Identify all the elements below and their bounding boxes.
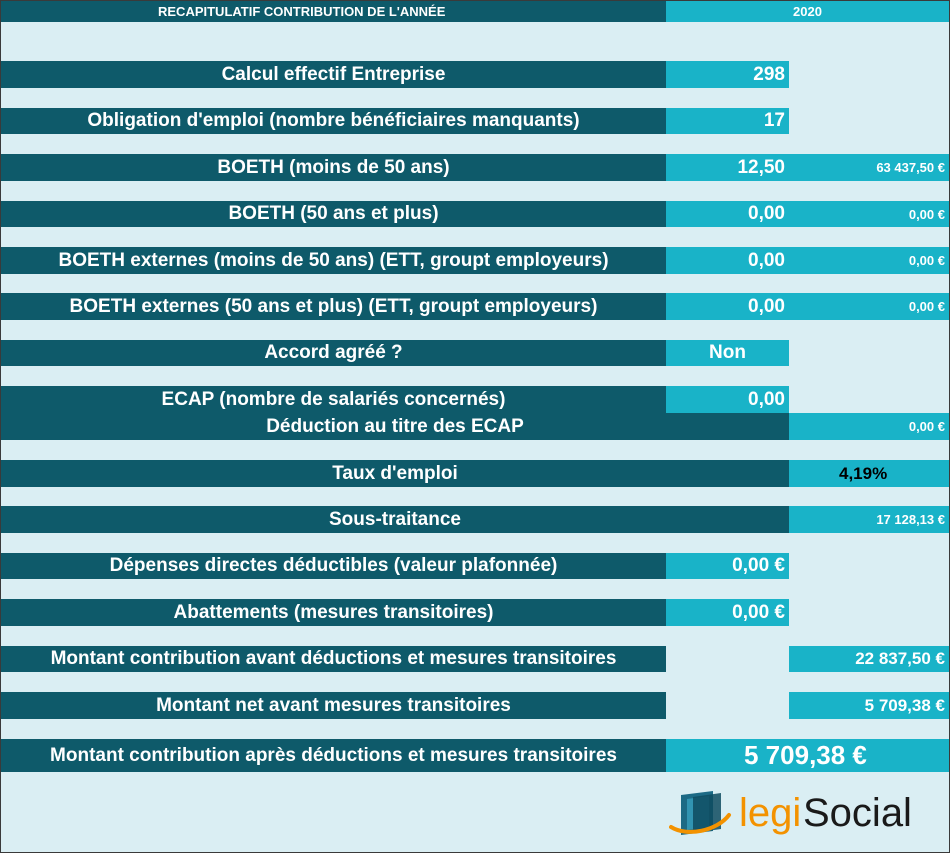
row-label-taux-emploi: Taux d'emploi (1, 460, 789, 487)
row-label-boeth-ext-50-plus: BOETH externes (50 ans et plus) (ETT, gr… (1, 293, 666, 320)
cell-calcul-effectif-value[interactable]: 298 (666, 61, 789, 88)
legisocial-logo: legi Social (669, 787, 929, 843)
logo-text-social: Social (803, 791, 912, 835)
cell-boeth-ext-moins-50-value[interactable]: 0,00 (666, 247, 789, 274)
cell-boeth-ext-50-plus-amount[interactable]: 0,00 € (789, 293, 949, 320)
cell-depenses-directes-value[interactable]: 0,00 € (666, 553, 789, 579)
cell-montant-avant-deductions-amount[interactable]: 22 837,50 € (789, 646, 949, 672)
row-label-accord-agree: Accord agréé ? (1, 340, 666, 366)
header-title: RECAPITULATIF CONTRIBUTION DE L'ANNÉE (1, 1, 666, 22)
row-label-depenses-directes: Dépenses directes déductibles (valeur pl… (1, 553, 666, 579)
cell-deduction-ecap-amount[interactable]: 0,00 € (789, 413, 949, 440)
row-label-montant-net: Montant net avant mesures transitoires (1, 692, 666, 719)
cell-boeth-ext-50-plus-value[interactable]: 0,00 (666, 293, 789, 320)
cell-boeth-moins-50-value[interactable]: 12,50 (666, 154, 789, 181)
cell-abattements-value[interactable]: 0,00 € (666, 599, 789, 626)
row-label-montant-avant-deductions: Montant contribution avant déductions et… (1, 646, 666, 672)
cell-sous-traitance-amount[interactable]: 17 128,13 € (789, 506, 949, 533)
row-label-montant-apres-deductions: Montant contribution après déductions et… (1, 739, 666, 772)
row-label-boeth-ext-moins-50: BOETH externes (moins de 50 ans) (ETT, g… (1, 247, 666, 274)
cell-boeth-moins-50-amount[interactable]: 63 437,50 € (789, 154, 949, 181)
cell-taux-emploi-amount[interactable]: 4,19% (789, 460, 949, 487)
row-label-calcul-effectif: Calcul effectif Entreprise (1, 61, 666, 88)
cell-boeth-ext-moins-50-amount[interactable]: 0,00 € (789, 247, 949, 274)
cell-ecap-value[interactable]: 0,00 (666, 386, 789, 413)
cell-obligation-emploi-value[interactable]: 17 (666, 108, 789, 134)
row-label-abattements: Abattements (mesures transitoires) (1, 599, 666, 626)
cell-boeth-50-plus-value[interactable]: 0,00 (666, 201, 789, 227)
cell-montant-net-amount[interactable]: 5 709,38 € (789, 692, 949, 719)
header-year: 2020 (666, 1, 949, 22)
row-label-deduction-ecap: Déduction au titre des ECAP (1, 413, 789, 440)
legisocial-logo-icon (669, 791, 731, 835)
cell-boeth-50-plus-amount[interactable]: 0,00 € (789, 201, 949, 227)
logo-text-legi: legi (739, 791, 802, 835)
row-label-obligation-emploi: Obligation d'emploi (nombre bénéficiaire… (1, 108, 666, 134)
row-label-sous-traitance: Sous-traitance (1, 506, 789, 533)
row-label-boeth-moins-50: BOETH (moins de 50 ans) (1, 154, 666, 181)
cell-accord-agree-value[interactable]: Non (666, 340, 789, 366)
row-label-boeth-50-plus: BOETH (50 ans et plus) (1, 201, 666, 227)
row-label-ecap: ECAP (nombre de salariés concernés) (1, 386, 666, 413)
cell-montant-apres-deductions-amount[interactable]: 5 709,38 € (666, 739, 949, 772)
